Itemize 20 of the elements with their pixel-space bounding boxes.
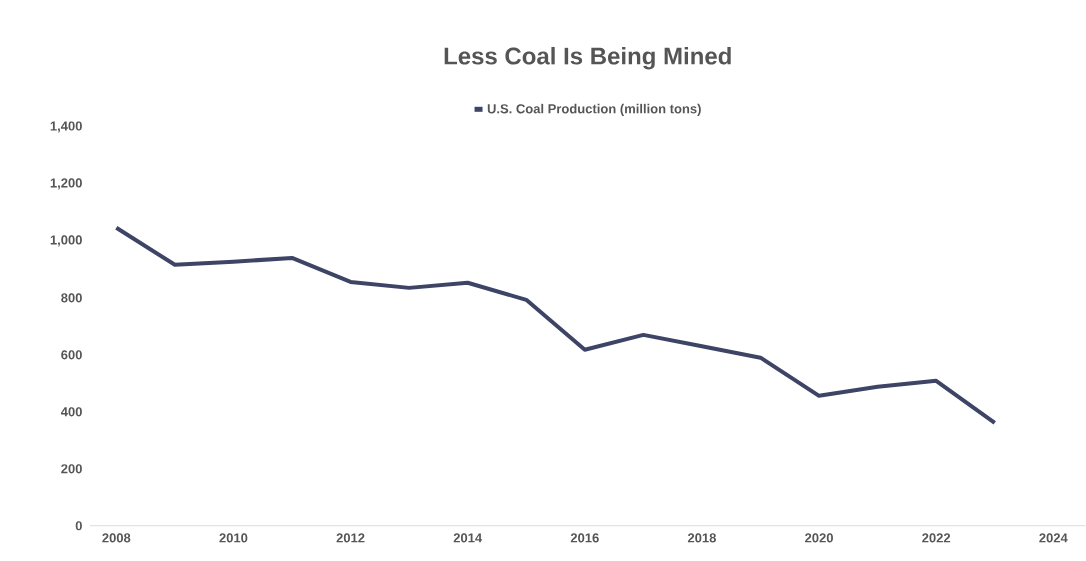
x-tick-label: 2012: [336, 533, 365, 543]
y-tick-label: 400: [60, 407, 82, 417]
x-tick-label: 2018: [687, 533, 716, 543]
x-tick-label: 2022: [922, 533, 951, 543]
y-tick-label: 600: [61, 350, 82, 360]
y-tick-label: 0: [75, 521, 82, 531]
x-tick-label: 2014: [453, 533, 483, 543]
y-tick-label: 1,400: [50, 121, 82, 133]
chart-title: Less Coal Is Being Mined: [444, 47, 731, 70]
x-tick-label: 2016: [570, 533, 599, 543]
x-tick-label: 2024: [1039, 533, 1068, 543]
x-tick-label: 2008: [102, 533, 131, 543]
y-tick-label: 1,200: [50, 178, 82, 190]
legend-label: U.S. Coal Production (million tons): [487, 103, 701, 117]
x-tick-label: 2010: [219, 533, 248, 543]
line-series: [114, 225, 997, 426]
x-tick-label: 2020: [805, 533, 833, 543]
y-tick-label: 1,000: [50, 235, 82, 247]
y-tick-label: 200: [61, 464, 82, 474]
y-tick-label: 800: [61, 293, 82, 303]
